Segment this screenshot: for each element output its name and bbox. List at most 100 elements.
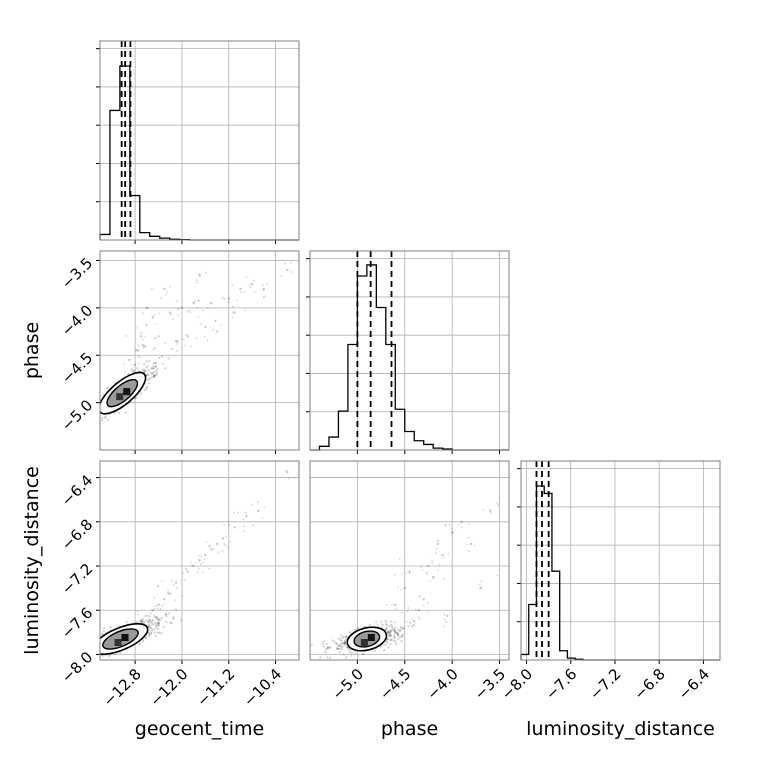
sample-point bbox=[252, 524, 255, 527]
sample-point bbox=[393, 636, 397, 639]
sample-point bbox=[146, 307, 149, 310]
sample-point bbox=[104, 416, 107, 419]
sample-point bbox=[148, 633, 151, 636]
sample-point bbox=[336, 647, 339, 650]
sample-point bbox=[152, 376, 155, 379]
sample-point bbox=[242, 530, 245, 533]
x-axis-label-luminosity_distance: luminosity_distance bbox=[526, 718, 715, 740]
sample-point bbox=[338, 647, 341, 651]
sample-point bbox=[342, 641, 345, 644]
sample-point bbox=[339, 642, 342, 645]
sample-point bbox=[159, 618, 162, 621]
sample-point bbox=[253, 290, 256, 293]
sample-point bbox=[426, 571, 429, 574]
sample-point bbox=[262, 296, 265, 299]
sample-point bbox=[153, 631, 156, 634]
sample-point bbox=[156, 367, 159, 371]
sample-point bbox=[225, 535, 228, 538]
sample-point bbox=[136, 349, 140, 352]
sample-point bbox=[252, 279, 255, 282]
sample-point bbox=[394, 640, 397, 643]
sample-point bbox=[390, 630, 393, 633]
sample-point bbox=[422, 597, 425, 601]
sample-point bbox=[155, 625, 158, 628]
sample-point bbox=[362, 653, 365, 656]
sample-point bbox=[390, 629, 393, 632]
sample-point bbox=[119, 651, 122, 654]
sample-point bbox=[158, 312, 161, 315]
sample-point bbox=[155, 372, 159, 375]
sample-point bbox=[198, 273, 201, 276]
sample-point bbox=[450, 527, 453, 530]
sample-point bbox=[345, 638, 348, 641]
sample-point bbox=[389, 643, 392, 646]
sample-point bbox=[443, 625, 446, 628]
sample-point bbox=[133, 363, 137, 366]
sample-point bbox=[408, 570, 411, 573]
sample-point bbox=[418, 595, 421, 598]
sample-point bbox=[383, 643, 387, 646]
sample-point bbox=[157, 617, 160, 620]
sample-point bbox=[392, 639, 395, 642]
sample-point bbox=[155, 322, 158, 325]
sample-point bbox=[385, 623, 388, 626]
sample-point bbox=[167, 591, 170, 594]
sample-point bbox=[138, 356, 141, 359]
sample-point bbox=[146, 373, 149, 376]
sample-point bbox=[418, 617, 421, 620]
sample-point bbox=[257, 501, 260, 504]
sample-point bbox=[161, 604, 164, 607]
sample-point bbox=[176, 314, 179, 317]
sample-point bbox=[142, 368, 145, 371]
sample-point bbox=[160, 355, 164, 358]
sample-point bbox=[354, 627, 357, 631]
sample-point bbox=[425, 573, 428, 576]
density-peak bbox=[114, 638, 122, 646]
density-peak bbox=[116, 393, 124, 401]
sample-point bbox=[142, 362, 146, 366]
sample-point bbox=[397, 637, 400, 641]
sample-point bbox=[448, 523, 451, 526]
y-axis-label-luminosity_distance: luminosity_distance bbox=[21, 466, 43, 655]
sample-point bbox=[151, 628, 154, 631]
sample-point bbox=[154, 365, 158, 368]
sample-point bbox=[157, 621, 160, 624]
sample-point bbox=[223, 542, 226, 545]
sample-point bbox=[144, 620, 147, 623]
sample-point bbox=[438, 564, 441, 567]
sample-point bbox=[140, 331, 143, 334]
sample-point bbox=[262, 289, 265, 292]
sample-point bbox=[343, 642, 347, 645]
sample-point bbox=[386, 626, 389, 629]
sample-point bbox=[242, 518, 245, 521]
sample-point bbox=[376, 623, 379, 626]
sample-point bbox=[386, 630, 389, 633]
sample-point bbox=[233, 526, 236, 529]
sample-point bbox=[479, 586, 482, 590]
sample-point bbox=[263, 295, 266, 298]
sample-point bbox=[143, 368, 146, 371]
sample-point bbox=[388, 631, 391, 635]
scatter-samples bbox=[100, 262, 293, 424]
sample-point bbox=[407, 625, 410, 628]
sample-point bbox=[135, 349, 138, 352]
sample-point bbox=[199, 563, 202, 566]
sample-point bbox=[102, 630, 105, 633]
sample-point bbox=[240, 291, 243, 294]
sample-point bbox=[244, 309, 247, 312]
sample-point bbox=[328, 656, 332, 660]
sample-point bbox=[343, 642, 346, 646]
sample-point bbox=[140, 621, 143, 624]
sample-point bbox=[354, 652, 357, 655]
sample-point bbox=[220, 323, 223, 326]
sample-point bbox=[147, 369, 150, 372]
sample-point bbox=[197, 299, 200, 302]
sample-point bbox=[202, 561, 205, 564]
sample-point bbox=[145, 360, 148, 363]
sample-point bbox=[444, 620, 447, 623]
sample-point bbox=[405, 571, 408, 574]
sample-point bbox=[194, 300, 197, 303]
sample-point bbox=[160, 580, 163, 583]
sample-point bbox=[341, 642, 344, 645]
sample-point bbox=[431, 561, 434, 564]
